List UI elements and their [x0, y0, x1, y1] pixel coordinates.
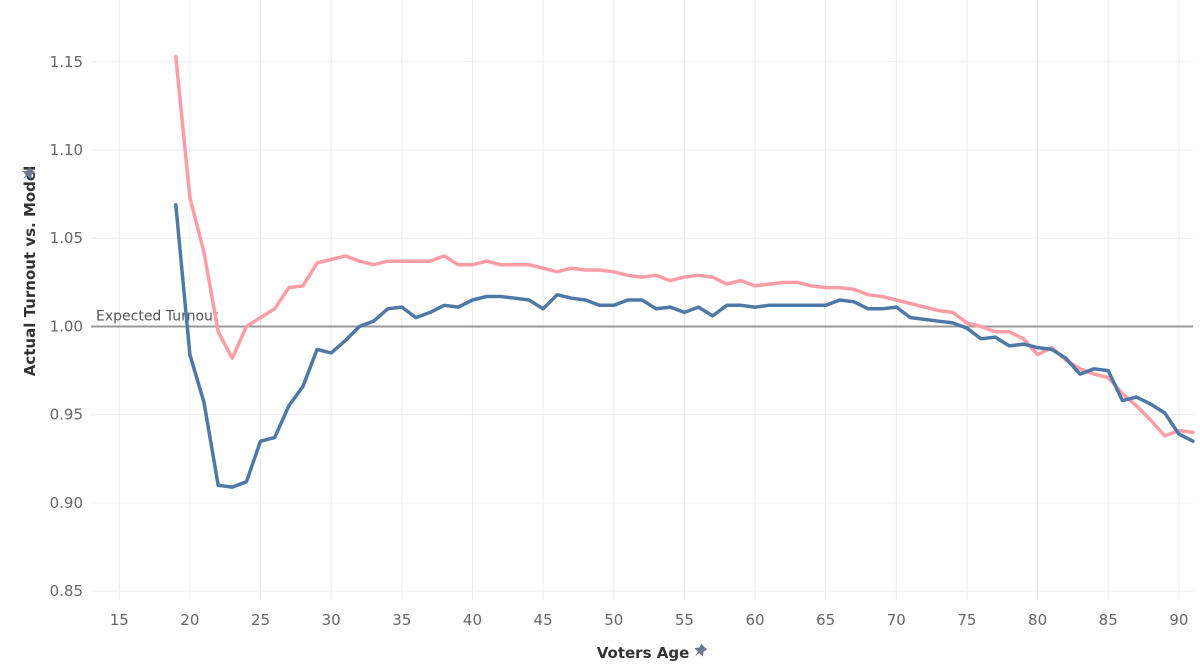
horizontal-gridlines [91, 61, 1193, 592]
reference-line-group: Expected Turnout [91, 308, 1193, 328]
x-tick-label: 70 [887, 611, 906, 629]
series-lines [174, 54, 1195, 489]
y-tick-label: 1.00 [50, 317, 83, 335]
x-axis-ticks: 15 20 25 30 35 40 45 50 55 60 65 70 75 80 85 90 [110, 611, 1189, 629]
reference-line-label: Expected Turnout [96, 308, 219, 324]
x-tick-label: 90 [1169, 611, 1188, 629]
x-axis-title: Voters Age [597, 644, 690, 662]
x-tick-label: 35 [392, 611, 411, 629]
y-axis-title: Actual Turnout vs. Model [21, 166, 39, 376]
x-tick-label: 15 [110, 611, 129, 629]
series-line-2 [174, 202, 1195, 489]
series-line-1 [174, 54, 1195, 438]
pin-icon[interactable] [691, 643, 709, 661]
x-tick-label: 65 [816, 611, 835, 629]
x-tick-label: 20 [180, 611, 199, 629]
x-tick-label: 75 [957, 611, 976, 629]
y-tick-label: 1.10 [50, 141, 83, 159]
x-tick-label: 30 [322, 611, 341, 629]
y-axis-ticks: 0.85 0.90 0.95 1.00 1.05 1.10 1.15 [50, 53, 83, 600]
y-tick-label: 0.90 [50, 494, 83, 512]
y-tick-label: 1.15 [50, 53, 83, 71]
x-tick-label: 60 [745, 611, 764, 629]
pin-icon[interactable] [19, 166, 37, 184]
y-tick-label: 1.05 [50, 229, 83, 247]
x-tick-label: 25 [251, 611, 270, 629]
x-tick-label: 80 [1028, 611, 1047, 629]
vertical-gridlines [118, 0, 1180, 600]
x-tick-label: 45 [534, 611, 553, 629]
x-tick-label: 50 [604, 611, 623, 629]
y-tick-label: 0.85 [50, 582, 83, 600]
x-tick-label: 85 [1099, 611, 1118, 629]
y-tick-label: 0.95 [50, 406, 83, 424]
x-tick-label: 55 [675, 611, 694, 629]
x-tick-label: 40 [463, 611, 482, 629]
